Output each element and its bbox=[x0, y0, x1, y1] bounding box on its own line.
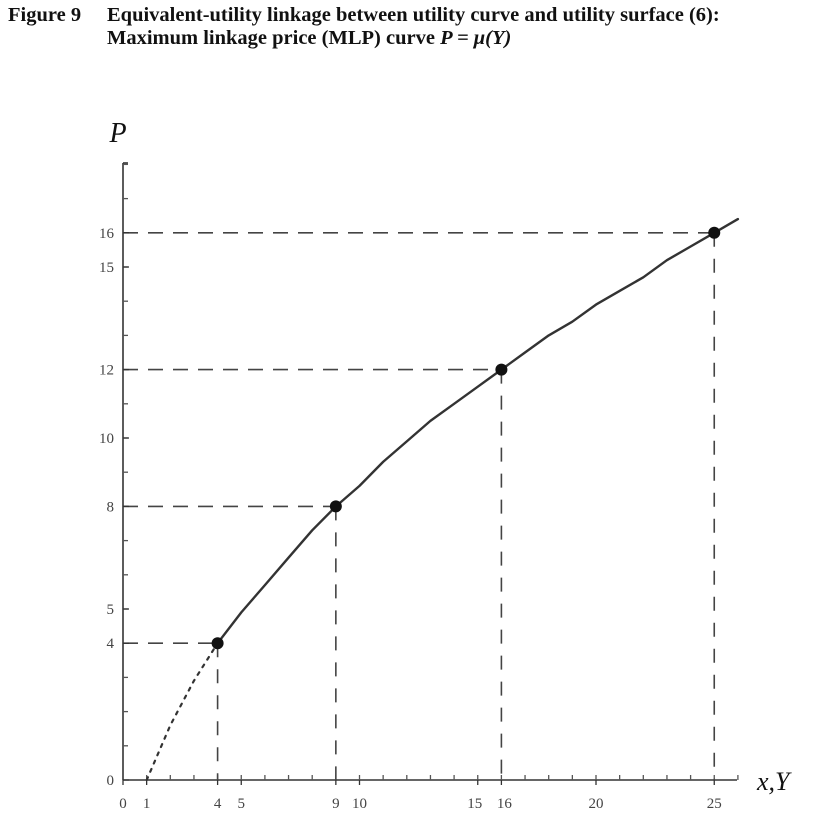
x-tick-label: 16 bbox=[497, 796, 513, 812]
series-layer bbox=[145, 217, 740, 782]
extrapolated-curve-dotted bbox=[145, 642, 219, 782]
y-tick-label: 8 bbox=[107, 499, 115, 515]
x-axis-label: x,Y bbox=[756, 767, 792, 796]
caption-line-1: Figure 9 Equivalent-utility linkage betwe… bbox=[8, 4, 834, 27]
x-tick-label: 10 bbox=[352, 796, 367, 812]
y-tick-label: 5 bbox=[107, 602, 115, 618]
figure-title-line-1: Equivalent-utility linkage between utili… bbox=[107, 4, 720, 26]
x-tick-label: 20 bbox=[589, 796, 604, 812]
mlp-curve bbox=[216, 217, 740, 645]
points-layer bbox=[211, 226, 721, 650]
y-axis-label: P bbox=[108, 118, 126, 149]
minor-ticks bbox=[123, 163, 739, 780]
caption-line-2: Maximum linkage price (MLP) curve P = μ(… bbox=[8, 27, 834, 50]
x-ticks: 0 1 4 5 9 10 15 16 20 25 bbox=[119, 780, 722, 812]
figure-label: Figure 9 bbox=[8, 4, 82, 26]
y-tick-label: 10 bbox=[99, 431, 114, 447]
linkage-point bbox=[329, 500, 342, 513]
x-tick-label: 1 bbox=[143, 796, 151, 812]
figure-caption: Figure 9 Equivalent-utility linkage betwe… bbox=[8, 4, 834, 50]
x-tick-label: 9 bbox=[332, 796, 340, 812]
x-tick-label: 4 bbox=[214, 796, 222, 812]
y-ticks: 0 4 5 8 10 12 15 16 bbox=[99, 226, 129, 789]
linkage-point bbox=[708, 226, 721, 239]
y-tick-label: 12 bbox=[99, 363, 114, 379]
y-tick-label: 15 bbox=[99, 260, 114, 276]
guide-lines bbox=[123, 232, 716, 780]
x-tick-label: 25 bbox=[707, 796, 722, 812]
linkage-point bbox=[211, 637, 224, 650]
figure-title-line-2: Maximum linkage price (MLP) curve bbox=[107, 27, 435, 49]
x-tick-label: 15 bbox=[467, 796, 482, 812]
y-tick-label: 16 bbox=[99, 226, 115, 242]
x-tick-label: 0 bbox=[119, 796, 127, 812]
y-tick-label: 4 bbox=[107, 636, 115, 652]
y-tick-label: 0 bbox=[107, 773, 115, 789]
linkage-point bbox=[495, 363, 508, 376]
x-tick-label: 5 bbox=[238, 796, 246, 812]
figure-equation: P = μ(Y) bbox=[440, 27, 512, 49]
